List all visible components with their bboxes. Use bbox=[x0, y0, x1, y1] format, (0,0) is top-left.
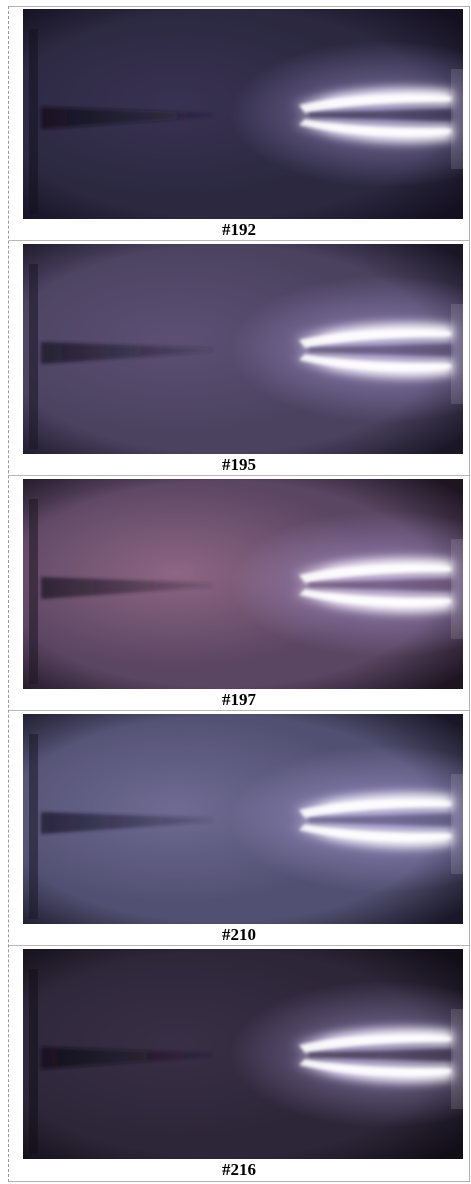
plasma-plume-photo bbox=[23, 714, 463, 924]
plasma-plume-photo bbox=[23, 244, 463, 454]
plasma-plume-photo bbox=[23, 949, 463, 1159]
frame-number-label: #210 bbox=[222, 925, 256, 944]
frame-cell: #210 bbox=[9, 712, 469, 946]
frame-cell: #195 bbox=[9, 242, 469, 476]
frame-number-label: #195 bbox=[222, 455, 256, 474]
frame-cell: #192 bbox=[9, 7, 469, 241]
frame-sequence-table: #192 bbox=[8, 6, 470, 1182]
frame-cell: #216 bbox=[9, 947, 469, 1181]
frame-number-label: #197 bbox=[222, 690, 256, 709]
plasma-plume-photo bbox=[23, 479, 463, 689]
frame-number-label: #216 bbox=[222, 1160, 256, 1179]
frame-number-label: #192 bbox=[222, 220, 256, 239]
plasma-plume-photo bbox=[23, 9, 463, 219]
frame-cell: #197 bbox=[9, 477, 469, 711]
